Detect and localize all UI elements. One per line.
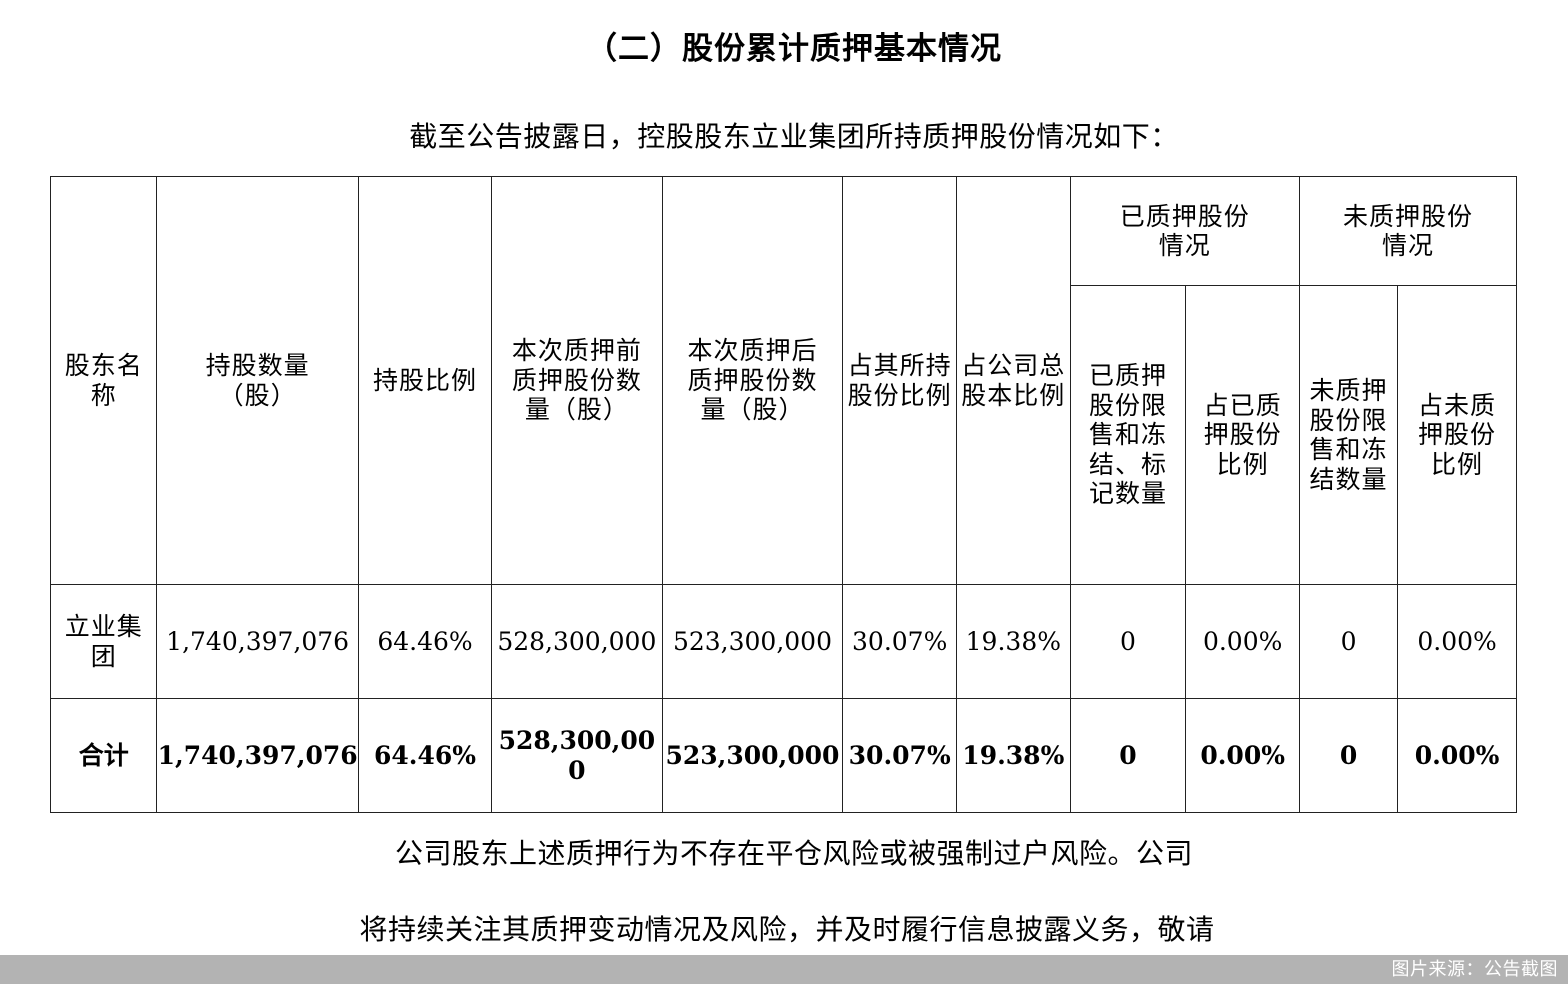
col-header-pledged-restricted: 已质押股份限售和冻结、标记数量	[1069, 285, 1187, 585]
col-header-unpledged-restricted: 未质押股份限售和冻结数量	[1298, 285, 1399, 585]
table-header-group-row: 股东名称 持股数量（股） 持股比例 本次质押前质押股份数量（股） 本次质押后质押…	[49, 176, 1518, 585]
cell-pledged-restricted: 0	[1069, 584, 1187, 699]
table-total-row: 合计 1,740,397,076 64.46% 528,300,000 523,…	[49, 698, 1517, 813]
body-paragraph-2: 将持续关注其质押变动情况及风险，并及时履行信息披露义务，敬请	[359, 913, 1215, 946]
cell-total-share-ratio: 64.46%	[357, 698, 493, 813]
col-header-shares-held: 持股数量（股）	[156, 176, 359, 585]
cell-total-pledged-restricted: 0	[1069, 698, 1187, 813]
cell-total-pct-of-holding: 30.07%	[842, 698, 957, 813]
cell-unpledged-restricted: 0	[1298, 584, 1399, 699]
cell-shareholder-name: 立业集团	[49, 584, 158, 699]
cell-total-pledged-before: 528,300,000	[491, 698, 663, 813]
body-paragraph-1: 公司股东上述质押行为不存在平仓风险或被强制过户风险。公司	[394, 837, 1193, 870]
cell-pct-of-holding: 30.07%	[842, 584, 957, 699]
cell-share-ratio: 64.46%	[357, 584, 493, 699]
cell-total-pledged-restricted-pct: 0.00%	[1185, 698, 1300, 813]
table-row: 立业集团 1,740,397,076 64.46% 528,300,000 52…	[49, 584, 1517, 699]
col-header-pledged-restricted-pct: 占已质押股份比例	[1185, 285, 1300, 585]
group-header-pledged: 已质押股份情况	[1069, 176, 1300, 286]
intro-paragraph: 截至公告披露日，控股股东立业集团所持质押股份情况如下：	[409, 120, 1179, 153]
watermark-band	[0, 955, 1568, 984]
cell-total-unpledged-restricted: 0	[1298, 698, 1399, 813]
page-title: （二）股份累计质押基本情况	[586, 31, 1002, 67]
cell-total-label: 合计	[49, 698, 158, 813]
col-header-pledged-after: 本次质押后质押股份数量（股）	[661, 176, 844, 585]
cell-total-pledged-after: 523,300,000	[661, 698, 844, 813]
cell-unpledged-restricted-pct: 0.00%	[1397, 584, 1517, 699]
watermark-source-label: 图片来源：公告截图	[1391, 959, 1558, 980]
col-header-shareholder-name: 股东名称	[49, 176, 158, 585]
col-header-unpledged-restricted-pct: 占未质押股份比例	[1397, 285, 1517, 585]
table-header-sub-row: 已质押股份限售和冻结、标记数量 占已质押股份比例 未质押股份限售和冻结数量 占未…	[51, 285, 1517, 585]
cell-total-pct-of-total-capital: 19.38%	[956, 698, 1071, 813]
group-header-unpledged: 未质押股份情况	[1298, 176, 1518, 286]
col-header-share-ratio: 持股比例	[357, 176, 493, 585]
cell-pledged-before: 528,300,000	[491, 584, 663, 699]
cell-pledged-restricted-pct: 0.00%	[1185, 584, 1300, 699]
pledge-summary-table: 股东名称 持股数量（股） 持股比例 本次质押前质押股份数量（股） 本次质押后质押…	[49, 176, 1518, 813]
col-header-pct-of-total-capital: 占公司总股本比例	[956, 176, 1071, 585]
col-header-pct-of-holding: 占其所持股份比例	[842, 176, 957, 585]
cell-total-shares-held: 1,740,397,076	[156, 698, 359, 813]
cell-shares-held: 1,740,397,076	[156, 584, 359, 699]
cell-pct-of-total-capital: 19.38%	[956, 584, 1071, 699]
col-header-pledged-before: 本次质押前质押股份数量（股）	[491, 176, 663, 585]
cell-pledged-after: 523,300,000	[661, 584, 844, 699]
cell-total-unpledged-restricted-pct: 0.00%	[1397, 698, 1517, 813]
